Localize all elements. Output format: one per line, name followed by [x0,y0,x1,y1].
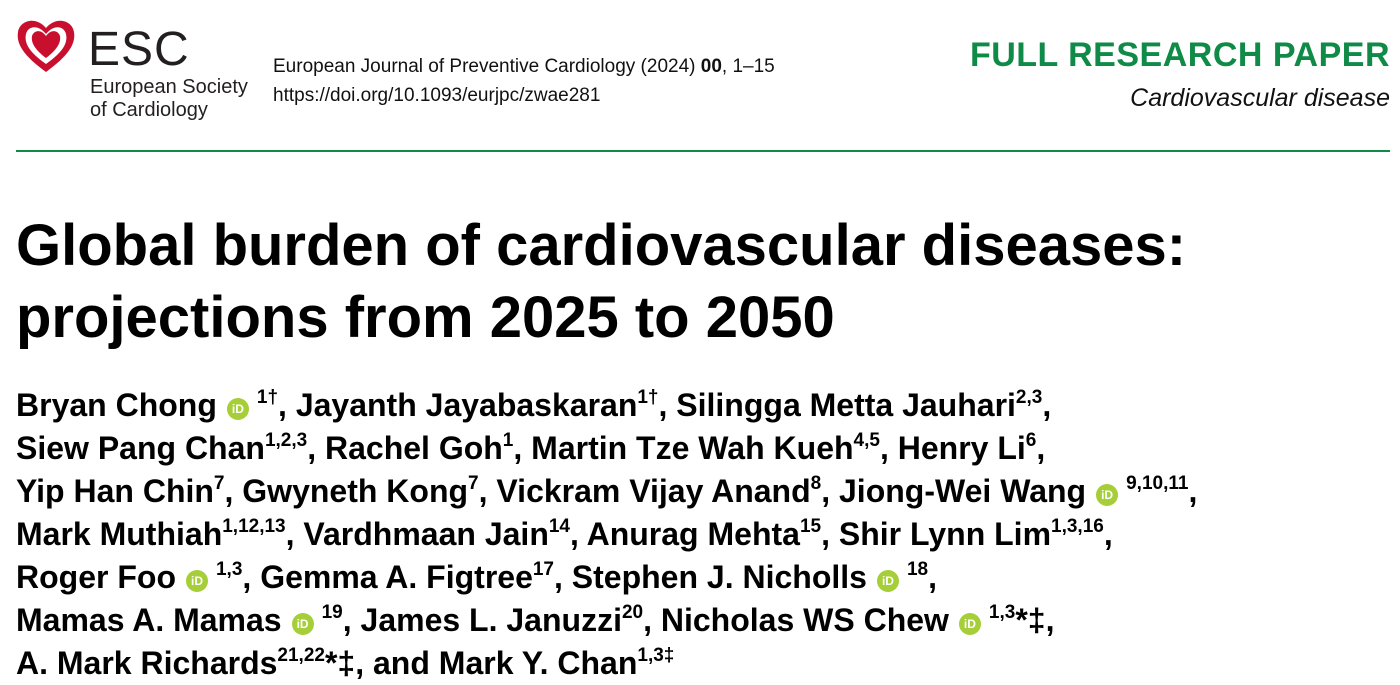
author-name: Yip Han Chin [16,473,214,509]
author-separator: , [478,473,497,509]
header-divider [16,150,1390,152]
author-separator: , [658,387,677,423]
author-separator: , and [355,645,439,681]
author-name: Bryan Chong [16,387,217,423]
author-affiliation: 1 [502,430,514,451]
orcid-icon[interactable]: iD [291,613,314,635]
orcid-icon[interactable]: iD [876,570,899,592]
paper-title: Global burden of cardiovascular diseases… [16,210,1390,354]
author-separator: , [342,602,361,638]
orcid-icon[interactable]: iD [185,570,208,592]
author-affiliation: 1,3 [215,559,243,580]
author-line: Bryan Chong iD1†, Jayanth Jayabaskaran1†,… [16,384,1390,427]
author-name: Gemma A. Figtree [260,559,533,595]
author-affiliation: 8 [810,473,822,494]
author-separator: , [307,430,325,466]
heart-logo-icon [17,20,75,72]
author-affiliation: 7 [213,473,225,494]
author-line: Roger Foo iD 1,3, Gemma A. Figtree17, Step… [16,556,1390,599]
author-separator: , [928,559,937,595]
author-separator: , [1188,473,1198,509]
author-name: Mark Y. Chan [438,645,638,681]
corresponding-author-mark: *‡ [324,645,356,681]
author-affiliation: 1,3‡ [637,645,675,666]
society-name: European Society of Cardiology [90,76,248,121]
journal-volume: 00 [700,56,722,77]
orcid-icon[interactable]: iD [226,398,249,420]
orcid-icon[interactable]: iD [1096,484,1119,506]
author-affiliation: 1† [637,387,659,408]
author-affiliation: 4,5 [853,430,880,451]
journal-pages: , 1–15 [721,56,775,77]
author-name: Anurag Mehta [586,516,800,552]
author-list: Bryan Chong iD1†, Jayanth Jayabaskaran1†,… [16,384,1390,685]
author-separator: , [643,602,661,638]
doi-link[interactable]: https://doi.org/10.1093/eurjpc/zwae281 [273,85,601,106]
paper-type: FULL RESEARCH PAPER [969,36,1390,74]
author-line: Siew Pang Chan1,2,3, Rachel Goh1, Martin… [16,427,1390,470]
author-name: Roger Foo [16,559,176,595]
title-line: Global burden of cardiovascular diseases… [16,213,1187,278]
author-name: James L. Januzzi [360,602,622,638]
journal-citation: European Journal of Preventive Cardiolog… [273,56,696,77]
author-name: Martin Tze Wah Kueh [531,430,854,466]
author-name: Mark Muthiah [16,516,223,552]
author-name: Vardhmaan Jain [303,516,549,552]
author-name: Vickram Vijay Anand [496,473,811,509]
author-line: Mark Muthiah1,12,13, Vardhmaan Jain14, A… [16,513,1390,556]
author-name: A. Mark Richards [16,645,278,681]
subject-category: Cardiovascular disease [1130,84,1390,112]
journal-info: European Journal of Preventive Cardiolog… [273,52,775,110]
author-name: Silingga Metta Jauhari [676,387,1016,423]
author-line: A. Mark Richards21,22*‡, and Mark Y. Cha… [16,642,1390,685]
author-name: Shir Lynn Lim [838,516,1052,552]
author-separator: , [242,559,261,595]
corresponding-author-mark: *‡ [1015,602,1046,638]
author-name: Mamas A. Mamas [16,602,282,638]
author-affiliation: 19 [321,602,343,623]
author-affiliation: 21,22 [277,645,325,666]
author-separator: , [821,516,839,552]
author-name: Rachel Goh [324,430,503,466]
author-separator: , [278,387,296,423]
author-separator: , [1042,387,1052,423]
author-line: Mamas A. Mamas iD19, James L. Januzzi20, … [16,599,1390,642]
author-affiliation: 6 [1025,430,1037,451]
title-line: projections from 2025 to 2050 [16,285,835,350]
author-affiliation: 15 [799,516,822,537]
author-separator: , [570,516,587,552]
author-affiliation: 18 [906,559,929,580]
author-separator: , [1036,430,1046,466]
author-separator: , [879,430,898,466]
author-affiliation: 20 [621,602,644,623]
author-name: Jiong-Wei Wang [839,473,1087,509]
author-affiliation: 1,2,3 [264,430,308,451]
author-separator: , [224,473,243,509]
author-separator: , [513,430,532,466]
esc-logo: ESC European Society of Cardiology [14,14,264,129]
author-line: Yip Han Chin7, Gwyneth Kong7, Vickram Vi… [16,470,1390,513]
author-name: Nicholas WS Chew [660,602,949,638]
author-affiliation: 14 [548,516,570,537]
logo-wordmark: ESC [88,23,190,76]
author-separator: , [821,473,839,509]
author-name: Siew Pang Chan [16,430,265,466]
author-affiliation: 1,12,13 [222,516,286,537]
author-separator: , [1045,602,1055,638]
author-separator: , [285,516,304,552]
author-affiliation: 2,3 [1015,387,1043,408]
author-name: Gwyneth Kong [242,473,469,509]
author-affiliation: 17 [532,559,554,580]
author-affiliation: 1,3,16 [1051,516,1104,537]
author-affiliation: 7 [468,473,479,494]
author-affiliation: 1,3 [988,602,1016,623]
author-affiliation: 1† [256,387,279,408]
author-name: Stephen J. Nicholls [571,559,867,595]
author-name: Henry Li [897,430,1026,466]
author-name: Jayanth Jayabaskaran [295,387,638,423]
author-affiliation: 9,10,11 [1126,473,1189,494]
orcid-icon[interactable]: iD [958,613,981,635]
author-separator: , [554,559,572,595]
author-separator: , [1103,516,1113,552]
